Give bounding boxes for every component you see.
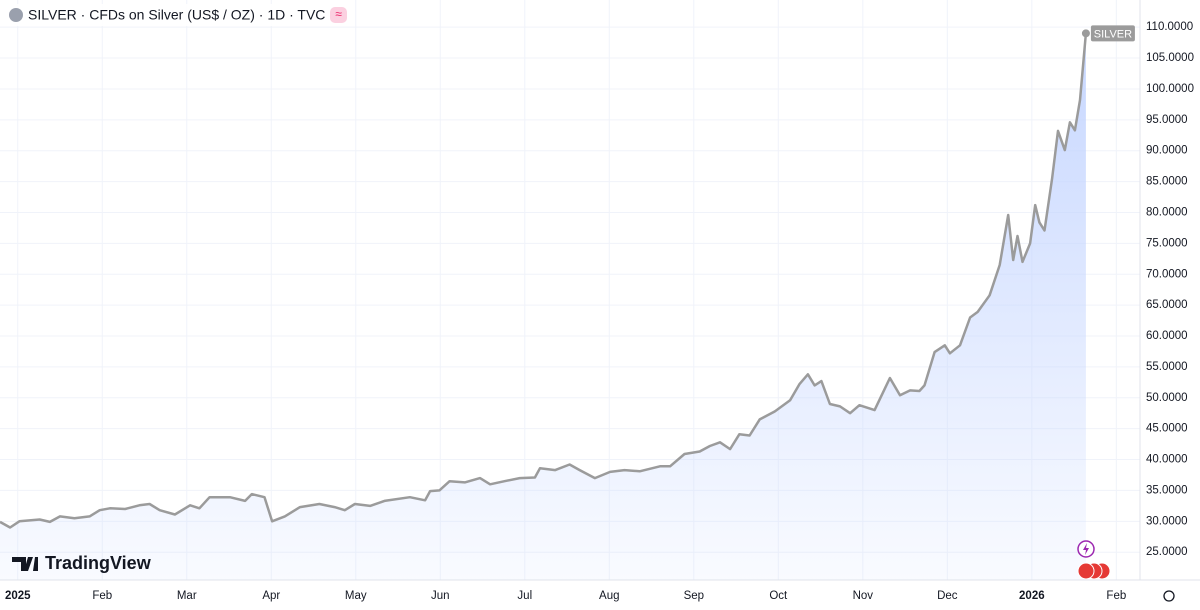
event-icon[interactable] — [1077, 562, 1095, 580]
y-tick-label: 85.0000 — [1146, 176, 1188, 188]
y-tick-label: 45.0000 — [1146, 423, 1188, 435]
series-tag: SILVER — [1094, 28, 1132, 40]
badge-bg — [330, 7, 347, 23]
x-tick-label: 2025 — [5, 590, 31, 602]
legend-bg — [4, 4, 350, 26]
logo: TradingView — [12, 553, 152, 573]
y-tick-label: 110.0000 — [1146, 21, 1193, 33]
y-tick-label: 55.0000 — [1146, 361, 1188, 373]
x-tick-label: Sep — [684, 590, 704, 602]
y-tick-label: 90.0000 — [1146, 145, 1188, 157]
y-tick-label: 50.0000 — [1146, 392, 1188, 404]
symbol-icon — [9, 8, 23, 22]
x-tick-label: Dec — [937, 590, 958, 602]
event-icons — [1077, 540, 1111, 580]
y-tick-label: 70.0000 — [1146, 268, 1188, 280]
x-tick-label: Feb — [92, 590, 112, 602]
logo-mark — [12, 557, 38, 571]
y-tick-label: 100.0000 — [1146, 83, 1194, 95]
plot — [0, 29, 1090, 580]
y-tick-label: 25.0000 — [1146, 546, 1188, 558]
chart-title: SILVER · CFDs on Silver (US$ / OZ) · 1D … — [28, 7, 325, 23]
y-tick-label: 30.0000 — [1146, 515, 1188, 527]
price-line — [0, 33, 1088, 529]
area — [0, 33, 1086, 580]
logo-text: TradingView — [45, 553, 152, 573]
y-tick-label: 95.0000 — [1146, 114, 1188, 126]
y-tick-label: 65.0000 — [1146, 299, 1188, 311]
x-tick-label: Oct — [769, 590, 788, 602]
y-tick-label: 80.0000 — [1146, 207, 1188, 219]
y-tick-label: 35.0000 — [1146, 484, 1188, 496]
x-tick-label: Apr — [262, 590, 280, 602]
last-point — [1081, 29, 1090, 38]
x-tick-label: Aug — [599, 590, 619, 602]
y-tick-label: 40.0000 — [1146, 454, 1188, 466]
badge: ≈ — [335, 7, 342, 21]
settings-icon[interactable] — [1163, 590, 1175, 602]
y-tick-label: 60.0000 — [1146, 330, 1188, 342]
series-tag-bg — [1090, 25, 1135, 42]
x-tick-label: Feb — [1106, 590, 1126, 602]
grid — [0, 0, 1140, 580]
x-tick-label: Jul — [517, 590, 532, 602]
y-tick-label: 75.0000 — [1146, 237, 1188, 249]
event-icon-bolt — [1083, 543, 1089, 555]
x-tick-label: Nov — [853, 590, 874, 602]
x-tick-label: May — [345, 590, 367, 602]
x-tick-label: 2026 — [1019, 590, 1045, 602]
x-tick-label: Mar — [177, 590, 197, 602]
y-tick-label: 105.0000 — [1146, 52, 1194, 64]
x-tick-label: Jun — [431, 590, 450, 602]
